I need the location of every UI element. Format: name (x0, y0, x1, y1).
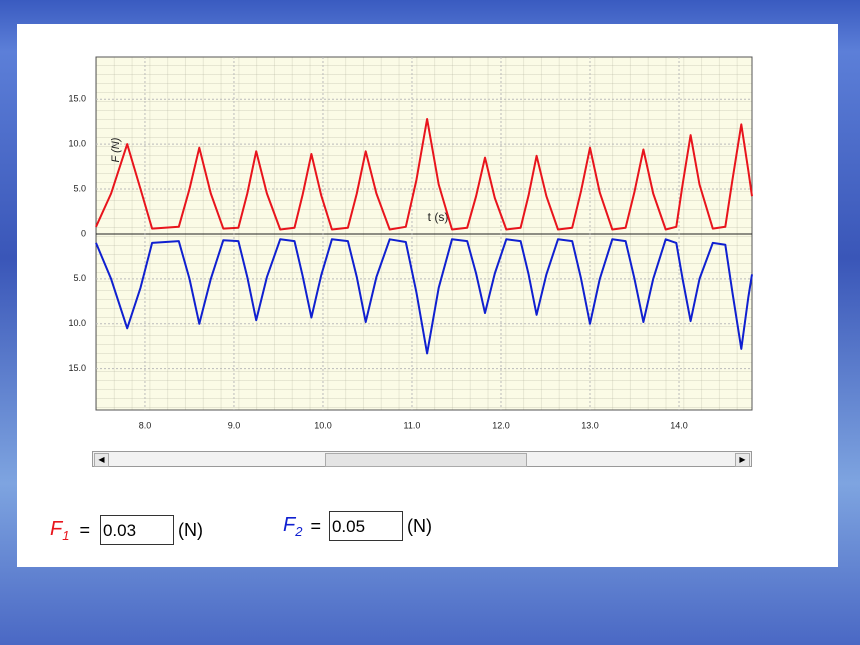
scroll-left[interactable]: ◀ (94, 453, 109, 467)
x-tick-label: 9.0 (228, 420, 241, 430)
y-tick-label: 10.0 (68, 139, 86, 149)
x-axis-label: t (s) (428, 210, 449, 224)
f2-input[interactable]: 0.05 (328, 511, 403, 541)
y-tick-label: 5.0 (73, 183, 86, 193)
scrollbar[interactable]: ◀ ▶ (92, 451, 752, 467)
f1-field: F1 = 0.03 (N) (50, 514, 203, 546)
x-tick-label: 8.0 (139, 420, 152, 430)
y-tick-label: 0 (81, 228, 86, 238)
x-tick-label: 10.0 (314, 420, 332, 430)
series-line (95, 238, 753, 355)
y-tick-label: 5.0 (73, 273, 86, 283)
f1-letter: F (50, 517, 63, 540)
f1-sub: 1 (62, 527, 70, 543)
f1-symbol: F1 (50, 518, 69, 543)
f1-input[interactable]: 0.03 (99, 515, 174, 545)
f2-symbol: F2 (283, 514, 302, 539)
y-tick-label: 15.0 (68, 94, 86, 104)
x-tick-label: 11.0 (404, 420, 421, 430)
series-line (95, 118, 753, 231)
f1-unit: (N) (177, 519, 203, 540)
f2-unit: (N) (406, 515, 432, 536)
scroll-right[interactable]: ▶ (735, 453, 750, 467)
y-axis-label: F (N) (110, 137, 122, 162)
f2-letter: F (283, 513, 296, 536)
scroll-thumb[interactable] (325, 453, 527, 467)
f2-field: F2 = 0.05 (N) (283, 510, 432, 542)
f2-eq: = (310, 515, 321, 536)
y-tick-label: 10.0 (68, 318, 86, 328)
y-tick-label: 15.0 (68, 363, 86, 373)
x-tick-label: 12.0 (492, 420, 510, 430)
x-tick-label: 13.0 (581, 420, 599, 430)
f1-eq: = (79, 519, 90, 540)
x-tick-label: 14.0 (670, 420, 688, 430)
f2-sub: 2 (295, 523, 303, 539)
